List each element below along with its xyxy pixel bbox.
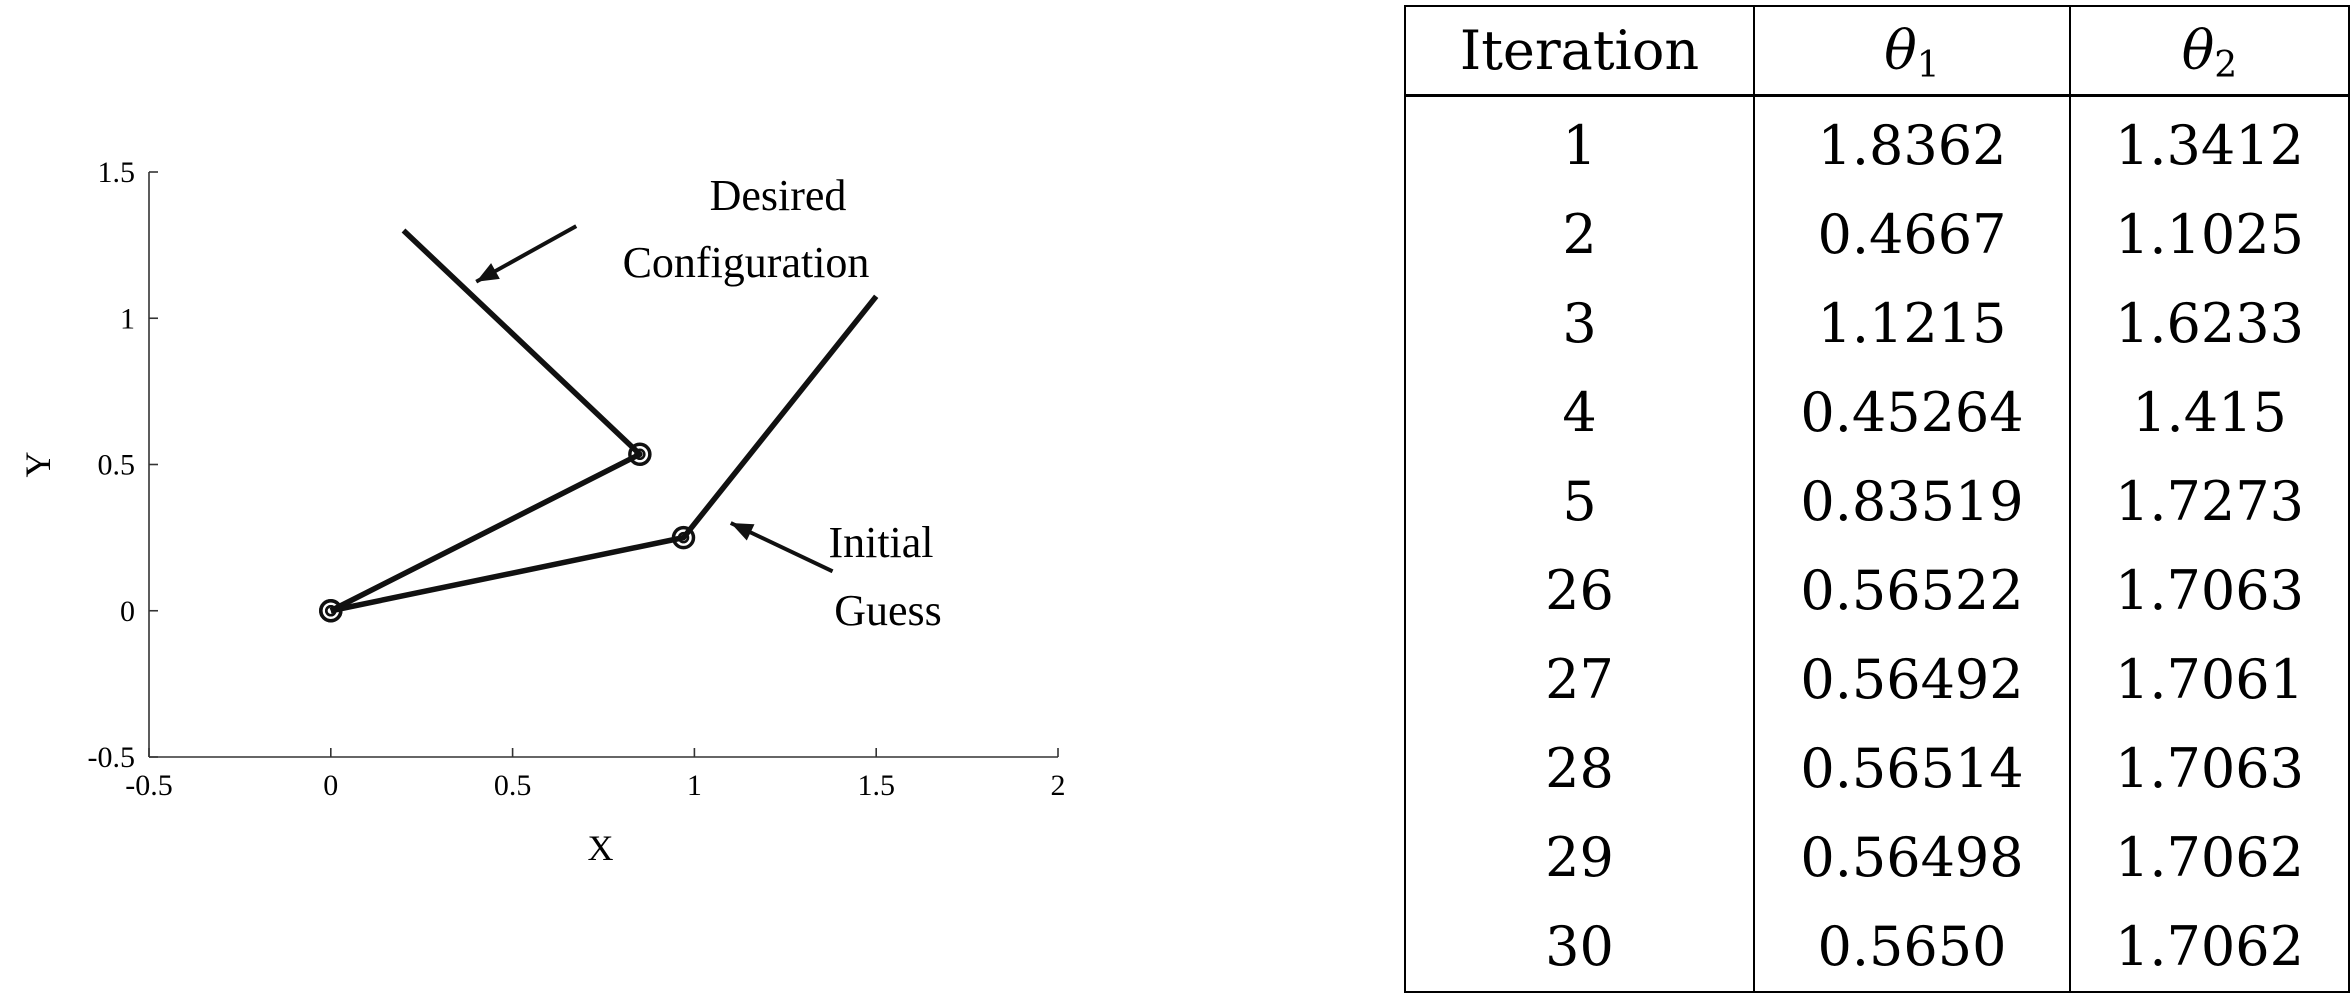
plot-ticks: -0.5 0 0.5 1 1.5 2 -0.5 0 0.5 1 1.5 X Y — [18, 156, 1066, 868]
joint-marker-outer — [628, 442, 652, 467]
arm-link-series-2 — [330, 294, 879, 614]
theta1-cell: 0.5650 — [1753, 902, 2071, 992]
iteration-cell: 29 — [1404, 813, 1755, 902]
theta2-cell: 1.7273 — [2069, 457, 2350, 546]
arm-link-series-1 — [329, 228, 643, 614]
annotation-text: Initial — [828, 518, 933, 567]
iteration-cell: 2 — [1404, 190, 1755, 279]
theta2-cell: 1.7061 — [2069, 635, 2350, 724]
annotation-text: Configuration — [623, 238, 870, 287]
table-row: 26 0.56522 1.7063 — [1404, 546, 2350, 635]
y-tick-label: -0.5 — [88, 741, 136, 774]
robot-arm-plot: -0.5 0 0.5 1 1.5 2 -0.5 0 0.5 1 1.5 X Y Desired Confi… — [18, 156, 1066, 868]
theta2-cell: 1.6233 — [2069, 279, 2350, 368]
x-tick-label: -0.5 — [125, 769, 173, 802]
plot-series — [319, 228, 879, 623]
theta1-cell: 0.83519 — [1753, 457, 2071, 546]
theta1-cell: 0.56498 — [1753, 813, 2071, 902]
plot-axes — [148, 172, 1058, 758]
y-tick-label: 1 — [120, 302, 135, 335]
joint-marker-outer — [671, 525, 696, 550]
joint-marker-inner — [325, 605, 337, 617]
header-theta2-symbol: θ — [2181, 19, 2215, 82]
table-row: 3 1.1215 1.6233 — [1404, 279, 2350, 368]
theta1-cell: 0.45264 — [1753, 368, 2071, 457]
theta1-cell: 0.4667 — [1753, 190, 2071, 279]
annotation-arrow-head — [730, 523, 755, 541]
annotation-arrow-head — [476, 263, 500, 282]
plot-annotations: Desired Configuration Initial Guess — [475, 171, 942, 635]
theta1-cell: 0.56492 — [1753, 635, 2071, 724]
x-tick-label: 1 — [687, 769, 702, 802]
y-tick-label: 0.5 — [98, 449, 136, 482]
x-tick-label: 0 — [323, 769, 338, 802]
theta2-cell: 1.7063 — [2069, 546, 2350, 635]
table-row: 30 0.5650 1.7062 — [1404, 902, 2350, 992]
table-body: 1 1.8362 1.3412 2 0.4667 1.1025 3 1.1215 1.6233 4… — [1404, 95, 2350, 992]
annotation-text: Desired — [710, 171, 847, 220]
table-row: 1 1.8362 1.3412 — [1404, 95, 2350, 190]
x-tick-label: 0.5 — [494, 769, 532, 802]
iteration-cell: 3 — [1404, 279, 1755, 368]
iteration-cell: 26 — [1404, 546, 1755, 635]
theta2-cell: 1.7062 — [2069, 902, 2350, 992]
y-tick-label: 0 — [120, 595, 135, 628]
x-axis-label: X — [588, 828, 614, 868]
joint-marker-inner — [677, 531, 690, 544]
theta2-cell: 1.7062 — [2069, 813, 2350, 902]
iteration-table: Iteration θ1 θ2 1 1.8362 1.3412 2 0.4667 1.10… — [1404, 5, 2350, 993]
table-header-row: Iteration θ1 θ2 — [1404, 6, 2350, 97]
theta2-cell: 1.1025 — [2069, 190, 2350, 279]
table-row: 29 0.56498 1.7062 — [1404, 813, 2350, 902]
header-iteration: Iteration — [1404, 6, 1755, 97]
theta2-cell: 1.7063 — [2069, 724, 2350, 813]
theta1-cell: 0.56514 — [1753, 724, 2071, 813]
header-theta2: θ2 — [2069, 6, 2350, 97]
theta2-cell: 1.415 — [2069, 368, 2350, 457]
header-theta1: θ1 — [1753, 6, 2071, 97]
table-row: 4 0.45264 1.415 — [1404, 368, 2350, 457]
iteration-cell: 1 — [1404, 95, 1755, 190]
header-theta1-subscript: 1 — [1916, 45, 1940, 86]
joint-marker-outer — [319, 599, 343, 623]
theta2-cell: 1.3412 — [2069, 95, 2350, 190]
header-theta1-symbol: θ — [1884, 19, 1917, 82]
annotation-text: Guess — [834, 586, 942, 635]
table-row: 27 0.56492 1.7061 — [1404, 635, 2350, 724]
y-axis-label: Y — [18, 452, 58, 478]
theta1-cell: 1.1215 — [1753, 279, 2071, 368]
x-tick-label: 1.5 — [857, 769, 895, 802]
iteration-cell: 28 — [1404, 724, 1755, 813]
iteration-cell: 4 — [1404, 368, 1755, 457]
theta1-cell: 0.56522 — [1753, 546, 2071, 635]
iteration-cell: 27 — [1404, 635, 1755, 724]
header-theta2-subscript: 2 — [2214, 45, 2238, 86]
y-tick-label: 1.5 — [98, 156, 136, 189]
table-row: 5 0.83519 1.7273 — [1404, 457, 2350, 546]
iteration-cell: 5 — [1404, 457, 1755, 546]
iteration-cell: 30 — [1404, 902, 1755, 992]
table-row: 28 0.56514 1.7063 — [1404, 724, 2350, 813]
x-tick-label: 2 — [1051, 769, 1066, 802]
table-row: 2 0.4667 1.1025 — [1404, 190, 2350, 279]
iteration-table-container: Iteration θ1 θ2 1 1.8362 1.3412 2 0.4667 1.10… — [1404, 5, 2350, 993]
theta1-cell: 1.8362 — [1753, 95, 2071, 190]
joint-marker-inner — [634, 448, 646, 461]
